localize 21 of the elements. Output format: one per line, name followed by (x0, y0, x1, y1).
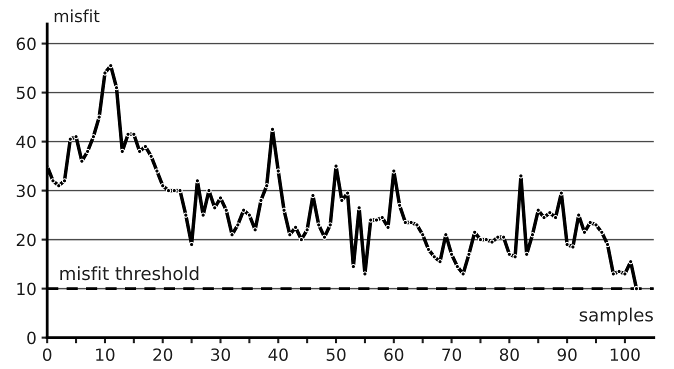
y-tick-label: 20 (16, 234, 36, 246)
x-tick-label: 70 (442, 348, 462, 361)
ref-line-label: misfit threshold (60, 266, 198, 280)
y-tick-label: 0 (27, 332, 36, 344)
x-axis-title: samples (580, 308, 653, 326)
y-tick-label: 10 (17, 282, 36, 296)
x-tick-label: 90 (558, 348, 577, 361)
x-tick-label: 40 (268, 348, 288, 361)
y-tick-label: 60 (16, 38, 36, 50)
x-tick-label: 50 (326, 348, 346, 361)
x-tick-label: 0 (42, 348, 52, 361)
x-tick-label: 60 (384, 348, 404, 361)
x-tick-label: 80 (500, 348, 519, 361)
x-tick-label: 20 (153, 348, 172, 361)
y-tick-label: 50 (16, 86, 36, 100)
x-tick-label: 100 (610, 348, 640, 361)
y-axis-title: misfit (54, 9, 100, 22)
y-tick-label: 40 (16, 136, 36, 148)
y-tick-label: 30 (16, 184, 36, 198)
x-tick-label: 30 (211, 348, 230, 361)
x-tick-label: 10 (96, 348, 114, 361)
